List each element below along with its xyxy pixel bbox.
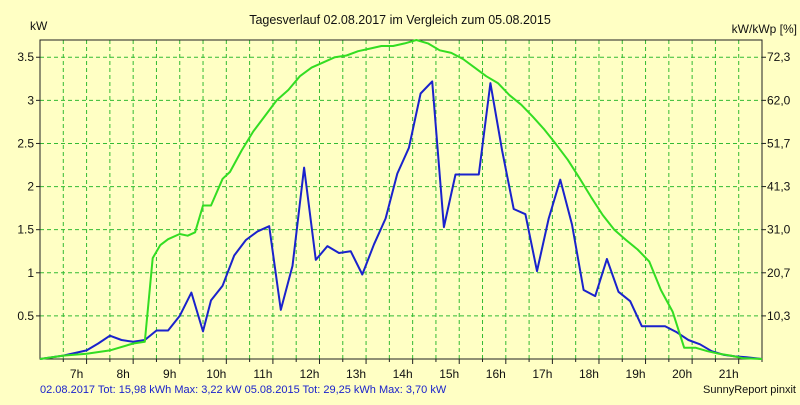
left-tick-label: 1 — [27, 266, 34, 280]
series-line-2015 — [39, 39, 763, 360]
left-tick-label: 1.5 — [17, 223, 34, 237]
x-tick-label: 11h — [253, 367, 272, 381]
right-axis-unit: kW/kWp [%] — [732, 22, 797, 36]
left-axis-unit: kW — [30, 19, 48, 33]
footer-summary: 02.08.2017 Tot: 15,98 kWh Max: 3,22 kW 0… — [40, 384, 447, 396]
left-tick-label: 3 — [27, 93, 34, 107]
x-tick-label: 18h — [579, 367, 599, 381]
right-tick-label: 31,0 — [767, 223, 791, 237]
left-tick-label: 2 — [27, 180, 34, 194]
x-tick-label: 19h — [626, 367, 646, 381]
x-tick-label: 12h — [299, 367, 319, 381]
x-tick-label: 16h — [486, 367, 506, 381]
right-tick-label: 62,0 — [767, 93, 791, 107]
plot-frame — [39, 39, 763, 360]
left-tick-label: 2.5 — [17, 136, 34, 150]
footer-credit: SunnyReport pinxit — [703, 384, 796, 396]
grid — [40, 40, 763, 359]
x-tick-label: 15h — [439, 367, 459, 381]
left-tick-label: 3.5 — [17, 50, 34, 64]
right-tick-label: 10,3 — [767, 309, 791, 323]
left-tick-label: 0.5 — [17, 309, 34, 323]
x-tick-label: 13h — [346, 367, 366, 381]
right-tick-label: 20,7 — [767, 266, 791, 280]
x-tick-label: 21h — [719, 367, 739, 381]
chart-title: Tagesverlauf 02.08.2017 im Vergleich zum… — [249, 13, 551, 27]
right-tick-label: 51,7 — [767, 136, 791, 150]
x-tick-label: 7h — [70, 367, 83, 381]
tick-labels: 0.5 10,3 1 20,7 1.5 31,0 2 41,3 2.5 51,7 3 62,0 3.5 7… — [17, 50, 790, 381]
x-tick-label: 10h — [206, 367, 226, 381]
series-line-2017 — [39, 80, 763, 360]
right-tick-label: 72,3 — [767, 50, 791, 64]
right-tick-label: 41,3 — [767, 180, 791, 194]
x-tick-label: 14h — [393, 367, 413, 381]
x-tick-label: 20h — [672, 367, 692, 381]
x-tick-label: 8h — [116, 367, 129, 381]
axes — [36, 39, 766, 364]
x-tick-label: 9h — [163, 367, 176, 381]
x-tick-label: 17h — [532, 367, 552, 381]
series — [39, 39, 763, 360]
